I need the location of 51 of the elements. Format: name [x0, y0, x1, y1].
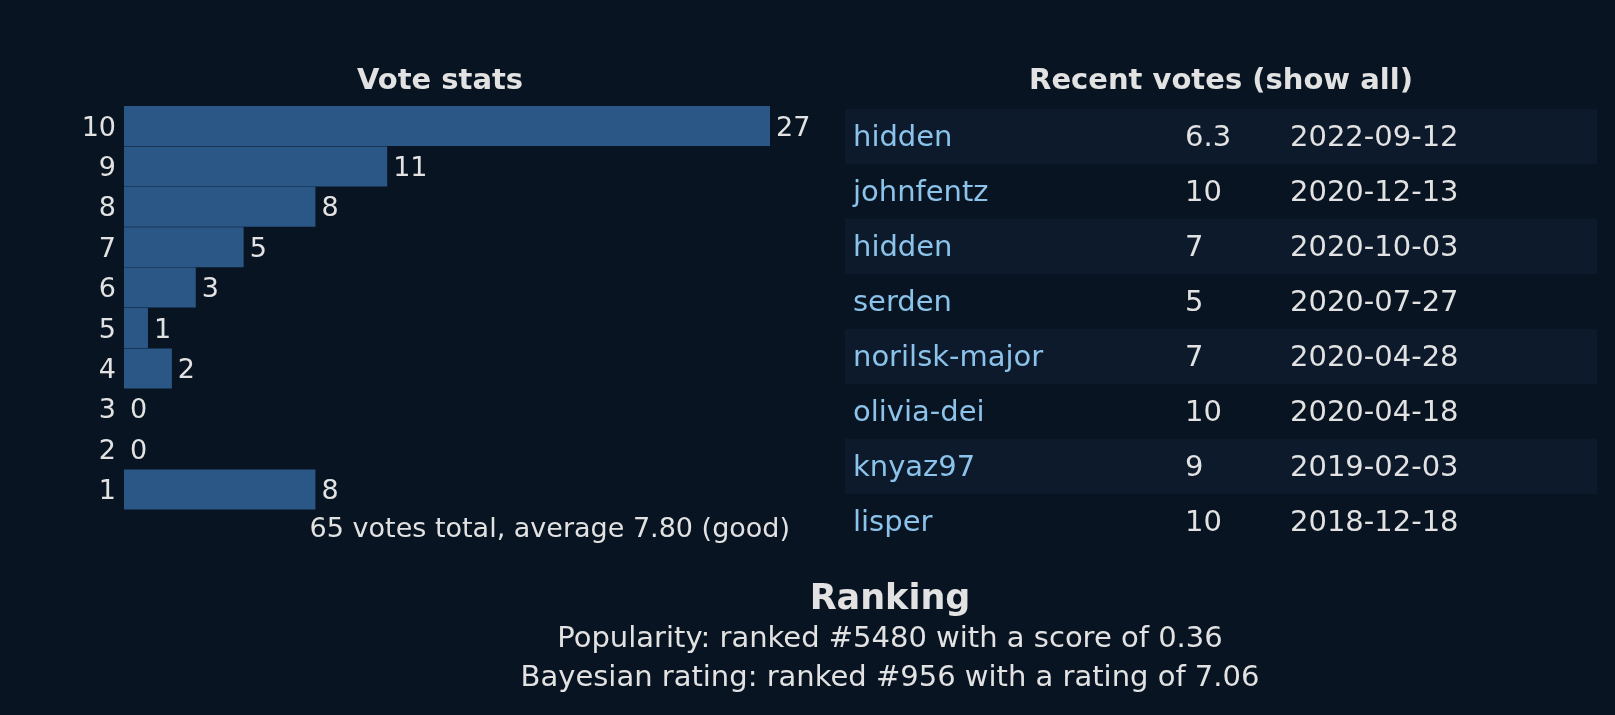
text: 6.3 — [1185, 119, 1232, 153]
y-tick-label: 1 — [98, 474, 116, 506]
text: 7 — [1185, 339, 1204, 373]
text: 2022-09-12 — [1290, 119, 1459, 153]
bar — [124, 469, 316, 510]
text: 2020-04-28 — [1290, 339, 1459, 373]
data-label: 1 — [153, 312, 172, 344]
text: Recent votes (show all) — [1028, 62, 1414, 98]
y-tick-label: 3 — [98, 393, 116, 425]
data-label: 3 — [201, 272, 219, 304]
y-tick-label: 4 — [98, 353, 116, 385]
text: Popularity: ranked #5480 with a score of 0.36 — [556, 619, 1224, 656]
text: Ranking — [808, 576, 972, 618]
text: 2020-04-18 — [1290, 394, 1459, 428]
text: 2018-12-18 — [1290, 504, 1459, 538]
y-tick-label: 10 — [81, 110, 116, 142]
text: knyaz97 — [853, 449, 976, 483]
text: norilsk-major — [853, 339, 1044, 373]
text: Bayesian rating: ranked #956 with a rating of 7.06 — [519, 658, 1261, 695]
y-tick-label: 6 — [98, 272, 116, 304]
chart-title: Vote stats — [355, 62, 525, 98]
y-tick-label: 2 — [98, 433, 116, 465]
y-tick-label: 5 — [98, 312, 116, 344]
text: hidden — [853, 229, 953, 263]
text: serden — [853, 284, 952, 318]
y-tick-label: 9 — [98, 151, 116, 183]
text: 10 — [1185, 394, 1222, 428]
y-tick-label: 8 — [98, 191, 116, 223]
data-label: 8 — [321, 474, 339, 506]
data-label: 2 — [177, 353, 196, 385]
text: 65 votes total, average 7.80 (good) — [308, 512, 791, 543]
text: hidden — [853, 119, 953, 153]
text: olivia-dei — [853, 394, 985, 428]
text: 10 — [1185, 504, 1222, 538]
data-label: 27 — [776, 110, 811, 142]
text: 10 — [1185, 174, 1222, 208]
data-label: 5 — [249, 231, 267, 263]
text: 7 — [1185, 229, 1204, 263]
text: 2020-12-13 — [1290, 174, 1459, 208]
y-tick-label: 7 — [98, 231, 116, 263]
text: lisper — [853, 504, 933, 538]
text: johnfentz — [853, 174, 989, 208]
text: 9 — [1185, 449, 1204, 483]
text: 2019-02-03 — [1290, 449, 1459, 483]
data-label: 11 — [393, 151, 428, 183]
text: 5 — [1185, 284, 1204, 318]
data-label: 0 — [130, 433, 148, 465]
text: 2020-07-27 — [1290, 284, 1459, 318]
text: 2020-10-03 — [1290, 229, 1459, 263]
data-label: 8 — [321, 191, 339, 223]
data-label: 0 — [130, 393, 148, 425]
